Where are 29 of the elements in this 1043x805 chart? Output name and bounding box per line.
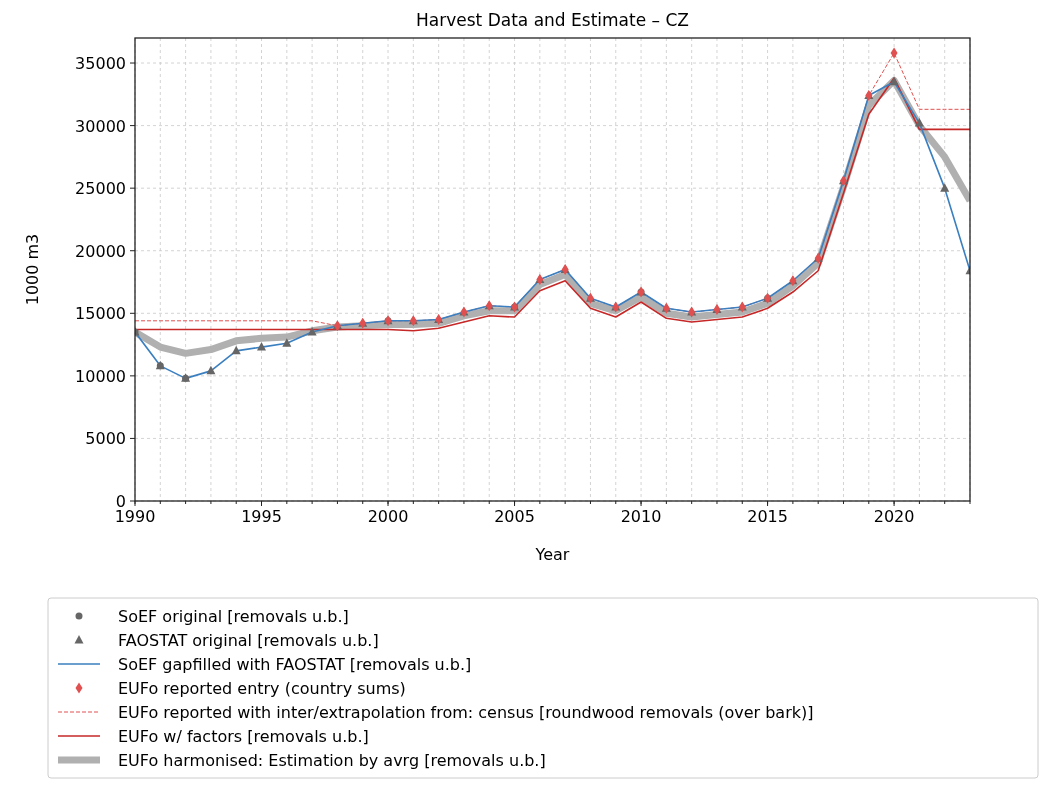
legend-label: SoEF original [removals u.b.] (118, 607, 349, 626)
x-axis-title: Year (534, 545, 570, 564)
y-tick-label: 20000 (75, 241, 126, 261)
point (914, 118, 924, 127)
y-tick-label: 25000 (75, 179, 126, 199)
y-tick-label: 30000 (75, 116, 126, 136)
x-tick-label: 2015 (747, 507, 788, 526)
legend-label: EUFo harmonised: Estimation by avrg [removals u.b.] (118, 751, 546, 770)
y-tick-label: 10000 (75, 366, 126, 386)
y-axis-title: 1000 m3 (23, 233, 42, 306)
legend-label: EUFo w/ factors [removals u.b.] (118, 727, 369, 746)
point (307, 327, 317, 336)
x-tick-label: 1995 (241, 507, 282, 526)
x-tick-label: 2020 (873, 507, 915, 526)
x-tick-label: 2005 (494, 507, 535, 526)
legend-label: EUFo reported entry (country sums) (118, 679, 406, 698)
x-tick-label: 2000 (367, 507, 409, 526)
chart-title: Harvest Data and Estimate – CZ (416, 10, 689, 30)
legend-label: EUFo reported with inter/extrapolation from: census [roundwood removals (over bark)] (118, 703, 814, 722)
point (257, 342, 267, 351)
legend-label: SoEF gapfilled with FAOSTAT [removals u.b.] (118, 655, 472, 674)
x-tick-label: 2010 (620, 507, 662, 526)
y-tick-label: 15000 (75, 304, 126, 324)
legend-label: FAOSTAT original [removals u.b.] (118, 631, 379, 650)
point (282, 338, 292, 347)
point (231, 345, 241, 355)
point (940, 183, 950, 192)
y-tick-label: 35000 (75, 54, 126, 74)
y-tick-label: 5000 (85, 429, 126, 449)
